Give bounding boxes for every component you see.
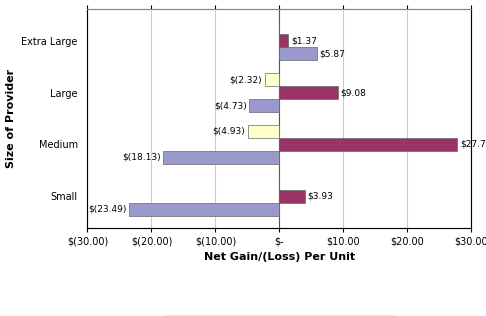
Text: $5.87: $5.87 — [320, 49, 346, 58]
X-axis label: Net Gain/(Loss) Per Unit: Net Gain/(Loss) Per Unit — [204, 252, 355, 262]
Y-axis label: Size of Provider: Size of Provider — [6, 69, 16, 168]
Bar — [279, 190, 305, 203]
Text: $9.08: $9.08 — [340, 88, 366, 97]
Bar — [279, 34, 288, 47]
Text: $3.93: $3.93 — [307, 192, 333, 201]
Text: $27.78: $27.78 — [460, 140, 486, 149]
Bar — [279, 86, 338, 99]
Text: $1.37: $1.37 — [291, 36, 317, 45]
Text: $(4.93): $(4.93) — [212, 127, 245, 136]
Bar — [279, 47, 317, 60]
Bar — [163, 151, 279, 164]
Bar — [129, 203, 279, 216]
Bar — [248, 125, 279, 138]
Text: $(18.13): $(18.13) — [122, 153, 161, 162]
Bar — [249, 99, 279, 112]
Text: $(2.32): $(2.32) — [229, 75, 262, 84]
Text: $(23.49): $(23.49) — [88, 205, 126, 214]
Text: $(4.73): $(4.73) — [214, 101, 246, 110]
Bar — [264, 73, 279, 86]
Bar — [279, 138, 457, 151]
